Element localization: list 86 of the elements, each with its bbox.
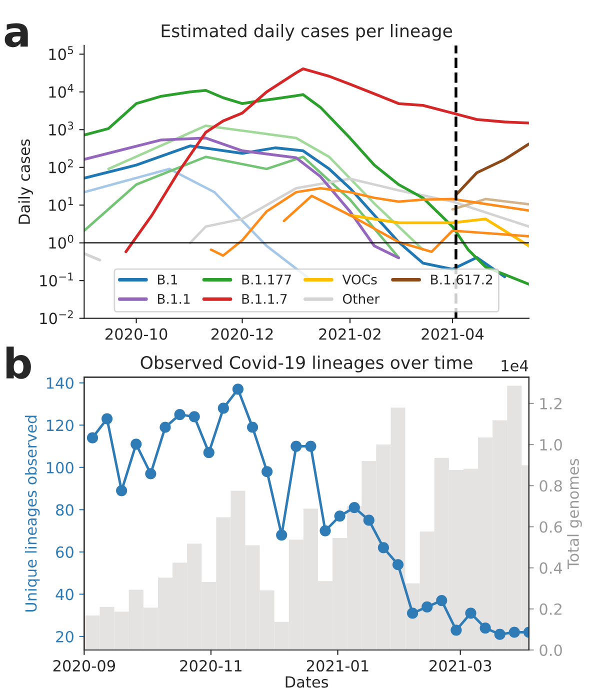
line-series	[454, 142, 529, 196]
y-tick-label: 10$^{5}$	[49, 46, 74, 60]
y-tick-label: 10$^{−2}$	[40, 310, 73, 324]
point	[262, 466, 273, 478]
y-tick-label: 60	[56, 546, 74, 558]
point	[305, 440, 316, 452]
text: a	[4, 23, 28, 48]
point	[86, 432, 98, 444]
point	[450, 624, 462, 636]
point	[101, 413, 113, 424]
y-tick-label: 10$^{1}$	[49, 197, 73, 212]
x-tick-label: 2021-01	[306, 660, 368, 672]
point	[348, 502, 360, 514]
y-axis-title: Daily cases	[18, 139, 33, 224]
point	[436, 594, 448, 606]
y-tick-label: 140	[46, 377, 74, 389]
line-series	[188, 177, 529, 244]
x-tick-label: 2020-12	[211, 328, 273, 340]
y-tick-label: 40	[56, 588, 74, 600]
point	[145, 468, 156, 480]
point	[174, 409, 186, 420]
point	[232, 384, 244, 395]
point	[334, 510, 346, 522]
y2-tick-label: 0.2	[540, 603, 562, 615]
legend-label: B.1.1.7	[242, 294, 287, 304]
y-tick-label: 10$^{3}$	[49, 122, 74, 136]
point	[422, 601, 433, 612]
x-tick-label: 2020-11	[180, 660, 242, 672]
x-tick-label: 2021-03	[430, 660, 492, 672]
x-tick-label: 2020-09	[53, 660, 116, 672]
text: 1e4	[502, 360, 528, 372]
y-tick-label: 100	[46, 462, 74, 474]
chart-title: Observed Covid-19 lineages over time	[140, 356, 472, 372]
legend-label: B.1	[158, 274, 178, 284]
y-tick-label: 10$^{4}$	[49, 84, 74, 98]
x-tick-label: 2021-02	[319, 328, 380, 340]
line-series	[282, 194, 529, 254]
y2-tick-label: 0.0	[540, 644, 562, 656]
point	[130, 438, 142, 450]
y2-axis-title: Total genomes	[567, 458, 582, 570]
y2-tick-label: 0.8	[540, 480, 562, 492]
point	[480, 622, 491, 634]
point	[218, 402, 229, 414]
y-tick-label: 10$^{2}$	[49, 159, 73, 174]
line-series	[210, 186, 529, 257]
legend-label: B.1.177	[242, 274, 291, 284]
line-series	[107, 124, 424, 251]
line-series	[348, 214, 529, 248]
y-tick-label: 20	[56, 630, 74, 642]
y-tick-label: 10$^{0}$	[49, 234, 74, 249]
point	[378, 542, 390, 554]
line-series	[84, 88, 529, 286]
point	[392, 559, 404, 570]
text: b	[6, 346, 31, 379]
point	[160, 422, 171, 433]
line-series	[84, 136, 400, 260]
line-series	[84, 156, 400, 259]
y2-tick-label: 1.0	[540, 439, 562, 451]
x-axis-title: Dates	[286, 676, 328, 688]
point	[494, 628, 506, 640]
y2-tick-label: 0.6	[540, 521, 562, 533]
point	[407, 608, 418, 619]
point	[290, 440, 302, 452]
y-axis-title: Unique lineages observed	[24, 416, 40, 612]
point	[276, 529, 288, 541]
y-tick-label: 10$^{−1}$	[40, 272, 73, 286]
legend-label: B.1.1	[158, 294, 190, 304]
point	[508, 626, 520, 638]
legend-label: VOCs	[342, 274, 377, 285]
legend-label: Other	[342, 294, 380, 304]
point	[116, 485, 128, 496]
point	[203, 447, 214, 458]
legend-label: B.1.617.2	[431, 274, 492, 285]
chart-title: Estimated daily cases per lineage	[162, 24, 452, 41]
line-series	[124, 67, 529, 254]
point	[246, 422, 258, 433]
y-tick-label: 120	[46, 420, 74, 432]
x-tick-label: 2020-10	[106, 328, 168, 340]
point	[465, 608, 476, 619]
x-tick-label: 2021-04	[422, 328, 484, 340]
y2-tick-label: 0.4	[540, 562, 562, 574]
point	[320, 525, 331, 536]
point	[188, 411, 200, 422]
point	[363, 514, 374, 526]
y2-tick-label: 1.2	[540, 398, 562, 410]
y-tick-label: 80	[56, 504, 74, 516]
